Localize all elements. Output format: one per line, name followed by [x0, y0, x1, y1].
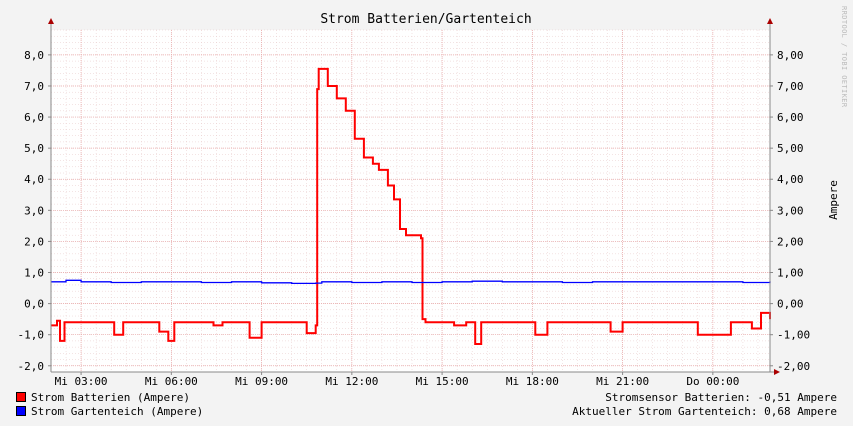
- series-line-gartenteich: [51, 279, 771, 285]
- legend-item-batterien: Strom Batterien (Ampere): [16, 391, 190, 404]
- y-tick-label-right: -2,00: [777, 360, 810, 373]
- x-tick-label: Mi 03:00: [55, 375, 108, 388]
- legend-label-batterien: Strom Batterien (Ampere): [31, 391, 190, 404]
- x-tick-label: Mi 15:00: [416, 375, 469, 388]
- y-tick-label-left: 5,0: [24, 142, 44, 155]
- y-axis-left-arrow: [48, 18, 54, 24]
- x-tick-label: Mi 12:00: [325, 375, 378, 388]
- y-tick-label-left: -2,0: [18, 360, 45, 373]
- x-tick-label: Do 00:00: [686, 375, 739, 388]
- y-axis-label-right: Ampere: [827, 180, 840, 220]
- tick-labels: -2,0 -2,00 -1,0 -1,00 0,0 0,00 1,0 1,00 2,0 2,00 3…: [18, 49, 811, 388]
- y-axis-right-arrow: [767, 18, 773, 24]
- plot-area: [51, 30, 770, 372]
- rrdtool-watermark: RRDTOOL / TOBI OETIKER: [840, 6, 848, 108]
- legend-item-gartenteich: Strom Gartenteich (Ampere): [16, 405, 203, 418]
- y-tick-label-left: -1,0: [18, 329, 45, 342]
- status-gartenteich: Aktueller Strom Gartenteich: 0,68 Ampere: [572, 405, 837, 418]
- series-line-batterien: [51, 67, 771, 345]
- y-tick-label-right: 3,00: [777, 204, 804, 217]
- x-tick-label: Mi 21:00: [596, 375, 649, 388]
- chart-title: Strom Batterien/Gartenteich: [320, 12, 531, 27]
- x-tick-label: Mi 06:00: [145, 375, 198, 388]
- y-tick-label-left: 4,0: [24, 173, 44, 186]
- y-tick-label-left: 1,0: [24, 267, 44, 280]
- status-batterien: Stromsensor Batterien: -0,51 Ampere: [605, 391, 837, 404]
- y-tick-label-right: 0,00: [777, 298, 804, 311]
- y-tick-label-right: 6,00: [777, 111, 804, 124]
- x-tick-label: Mi 09:00: [235, 375, 288, 388]
- x-axis-arrow: [774, 369, 780, 375]
- y-tick-label-right: 7,00: [777, 80, 804, 93]
- y-tick-label-right: 5,00: [777, 142, 804, 155]
- y-tick-label-right: 2,00: [777, 235, 804, 248]
- grid: [50, 29, 770, 373]
- y-tick-label-right: 8,00: [777, 49, 804, 62]
- axes: [48, 18, 780, 375]
- y-tick-label-left: 2,0: [24, 235, 44, 248]
- y-tick-label-right: -1,00: [777, 329, 810, 342]
- y-tick-label-left: 7,0: [24, 80, 44, 93]
- y-tick-label-left: 6,0: [24, 111, 44, 124]
- y-tick-label-left: 3,0: [24, 204, 44, 217]
- y-tick-label-right: 1,00: [777, 267, 804, 280]
- x-tick-label: Mi 18:00: [506, 375, 559, 388]
- legend-swatch-red: [16, 392, 26, 402]
- legend-label-gartenteich: Strom Gartenteich (Ampere): [31, 405, 204, 418]
- y-tick-label-left: 8,0: [24, 49, 44, 62]
- legend-swatch-blue: [16, 406, 26, 416]
- y-tick-label-right: 4,00: [777, 173, 804, 186]
- y-tick-label-left: 0,0: [24, 298, 44, 311]
- series-layer: [51, 67, 771, 345]
